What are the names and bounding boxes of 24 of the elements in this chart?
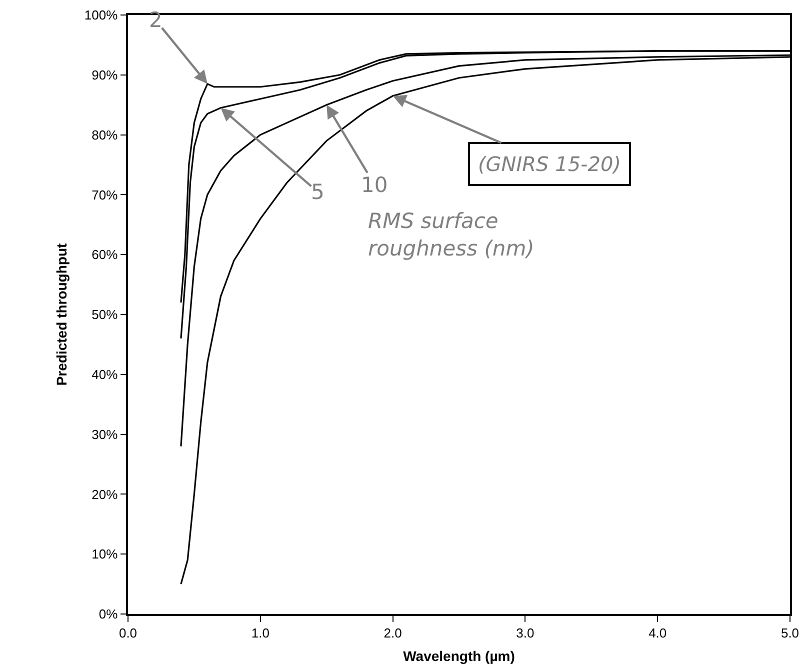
y-tick-label: 10% bbox=[92, 546, 118, 562]
y-tick-label: 60% bbox=[92, 247, 118, 262]
x-tick-label: 1.0 bbox=[251, 625, 270, 640]
annotation: (GNIRS 15-20) bbox=[478, 152, 622, 176]
x-tick-label: 3.0 bbox=[516, 625, 534, 640]
y-tick-label: 90% bbox=[92, 67, 118, 82]
y-tick-label: 20% bbox=[92, 486, 118, 502]
x-tick-label: 5.0 bbox=[780, 625, 800, 640]
x-tick-label: 0.0 bbox=[118, 625, 138, 640]
y-tick-label: 100% bbox=[84, 8, 118, 23]
x-tick-label: 2.0 bbox=[384, 625, 402, 640]
x-axis-title: Wavelength (µm) bbox=[403, 648, 515, 664]
annotation: RMS surface roughness (nm) bbox=[368, 209, 534, 260]
y-tick-label: 0% bbox=[98, 606, 118, 622]
y-axis-title: Predicted throughput bbox=[54, 243, 70, 386]
annotation: 2 bbox=[149, 8, 162, 32]
y-tick-label: 40% bbox=[92, 366, 118, 382]
y-tick-label: 50% bbox=[92, 307, 118, 322]
y-tick-label: 70% bbox=[92, 187, 118, 202]
annotation: 10 bbox=[361, 173, 388, 197]
y-tick-label: 30% bbox=[92, 426, 118, 442]
y-tick-label: 80% bbox=[92, 127, 118, 142]
x-tick-label: 4.0 bbox=[648, 625, 667, 640]
annotation: 5 bbox=[311, 180, 324, 204]
